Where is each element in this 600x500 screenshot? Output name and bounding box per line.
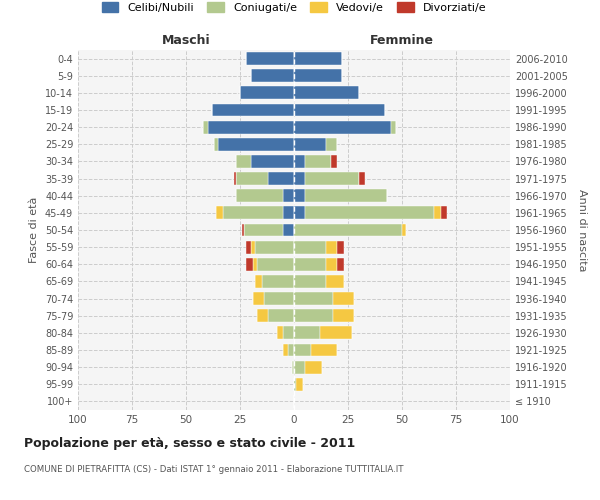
- Bar: [212, 104, 294, 117]
- Bar: [294, 275, 326, 288]
- Bar: [264, 292, 294, 305]
- Bar: [247, 240, 251, 254]
- Bar: [305, 155, 331, 168]
- Bar: [331, 155, 337, 168]
- Bar: [294, 138, 326, 150]
- Bar: [251, 155, 294, 168]
- Bar: [305, 190, 387, 202]
- Bar: [391, 120, 395, 134]
- Bar: [208, 120, 294, 134]
- Bar: [268, 310, 294, 322]
- Bar: [242, 224, 244, 236]
- Bar: [294, 120, 391, 134]
- Bar: [283, 326, 294, 340]
- Y-axis label: Anni di nascita: Anni di nascita: [577, 188, 587, 271]
- Bar: [294, 240, 326, 254]
- Bar: [294, 378, 296, 390]
- Bar: [240, 86, 294, 100]
- Bar: [253, 258, 257, 270]
- Bar: [247, 258, 253, 270]
- Bar: [236, 172, 268, 185]
- Bar: [255, 275, 262, 288]
- Bar: [294, 52, 341, 65]
- Bar: [434, 206, 441, 220]
- Bar: [294, 70, 341, 82]
- Bar: [251, 240, 255, 254]
- Bar: [203, 120, 208, 134]
- Bar: [255, 240, 294, 254]
- Bar: [236, 155, 251, 168]
- Bar: [294, 190, 305, 202]
- Bar: [311, 344, 337, 356]
- Text: Maschi: Maschi: [161, 34, 211, 46]
- Bar: [287, 344, 294, 356]
- Text: Popolazione per età, sesso e stato civile - 2011: Popolazione per età, sesso e stato civil…: [24, 438, 355, 450]
- Bar: [294, 206, 305, 220]
- Bar: [441, 206, 448, 220]
- Bar: [262, 275, 294, 288]
- Y-axis label: Fasce di età: Fasce di età: [29, 197, 39, 263]
- Bar: [337, 240, 344, 254]
- Bar: [294, 104, 385, 117]
- Bar: [294, 344, 311, 356]
- Bar: [333, 292, 355, 305]
- Bar: [283, 190, 294, 202]
- Bar: [305, 360, 322, 374]
- Bar: [294, 292, 333, 305]
- Bar: [253, 292, 264, 305]
- Bar: [337, 258, 344, 270]
- Bar: [359, 172, 365, 185]
- Bar: [294, 224, 402, 236]
- Bar: [294, 258, 326, 270]
- Bar: [283, 344, 287, 356]
- Bar: [283, 224, 294, 236]
- Bar: [333, 310, 355, 322]
- Bar: [326, 240, 337, 254]
- Bar: [251, 70, 294, 82]
- Bar: [216, 206, 223, 220]
- Bar: [247, 52, 294, 65]
- Bar: [326, 258, 337, 270]
- Bar: [257, 310, 268, 322]
- Bar: [294, 310, 333, 322]
- Bar: [214, 138, 218, 150]
- Bar: [294, 155, 305, 168]
- Bar: [292, 360, 294, 374]
- Bar: [326, 138, 337, 150]
- Bar: [277, 326, 283, 340]
- Bar: [244, 224, 283, 236]
- Bar: [326, 275, 344, 288]
- Bar: [320, 326, 352, 340]
- Text: COMUNE DI PIETRAFITTA (CS) - Dati ISTAT 1° gennaio 2011 - Elaborazione TUTTITALI: COMUNE DI PIETRAFITTA (CS) - Dati ISTAT …: [24, 466, 404, 474]
- Bar: [283, 206, 294, 220]
- Bar: [305, 172, 359, 185]
- Bar: [294, 86, 359, 100]
- Bar: [236, 190, 283, 202]
- Bar: [294, 172, 305, 185]
- Bar: [223, 206, 283, 220]
- Legend: Celibi/Nubili, Coniugati/e, Vedovi/e, Divorziati/e: Celibi/Nubili, Coniugati/e, Vedovi/e, Di…: [97, 0, 491, 18]
- Bar: [268, 172, 294, 185]
- Bar: [218, 138, 294, 150]
- Bar: [294, 360, 305, 374]
- Bar: [305, 206, 434, 220]
- Bar: [402, 224, 406, 236]
- Text: Femmine: Femmine: [370, 34, 434, 46]
- Bar: [257, 258, 294, 270]
- Bar: [233, 172, 236, 185]
- Bar: [296, 378, 302, 390]
- Bar: [294, 326, 320, 340]
